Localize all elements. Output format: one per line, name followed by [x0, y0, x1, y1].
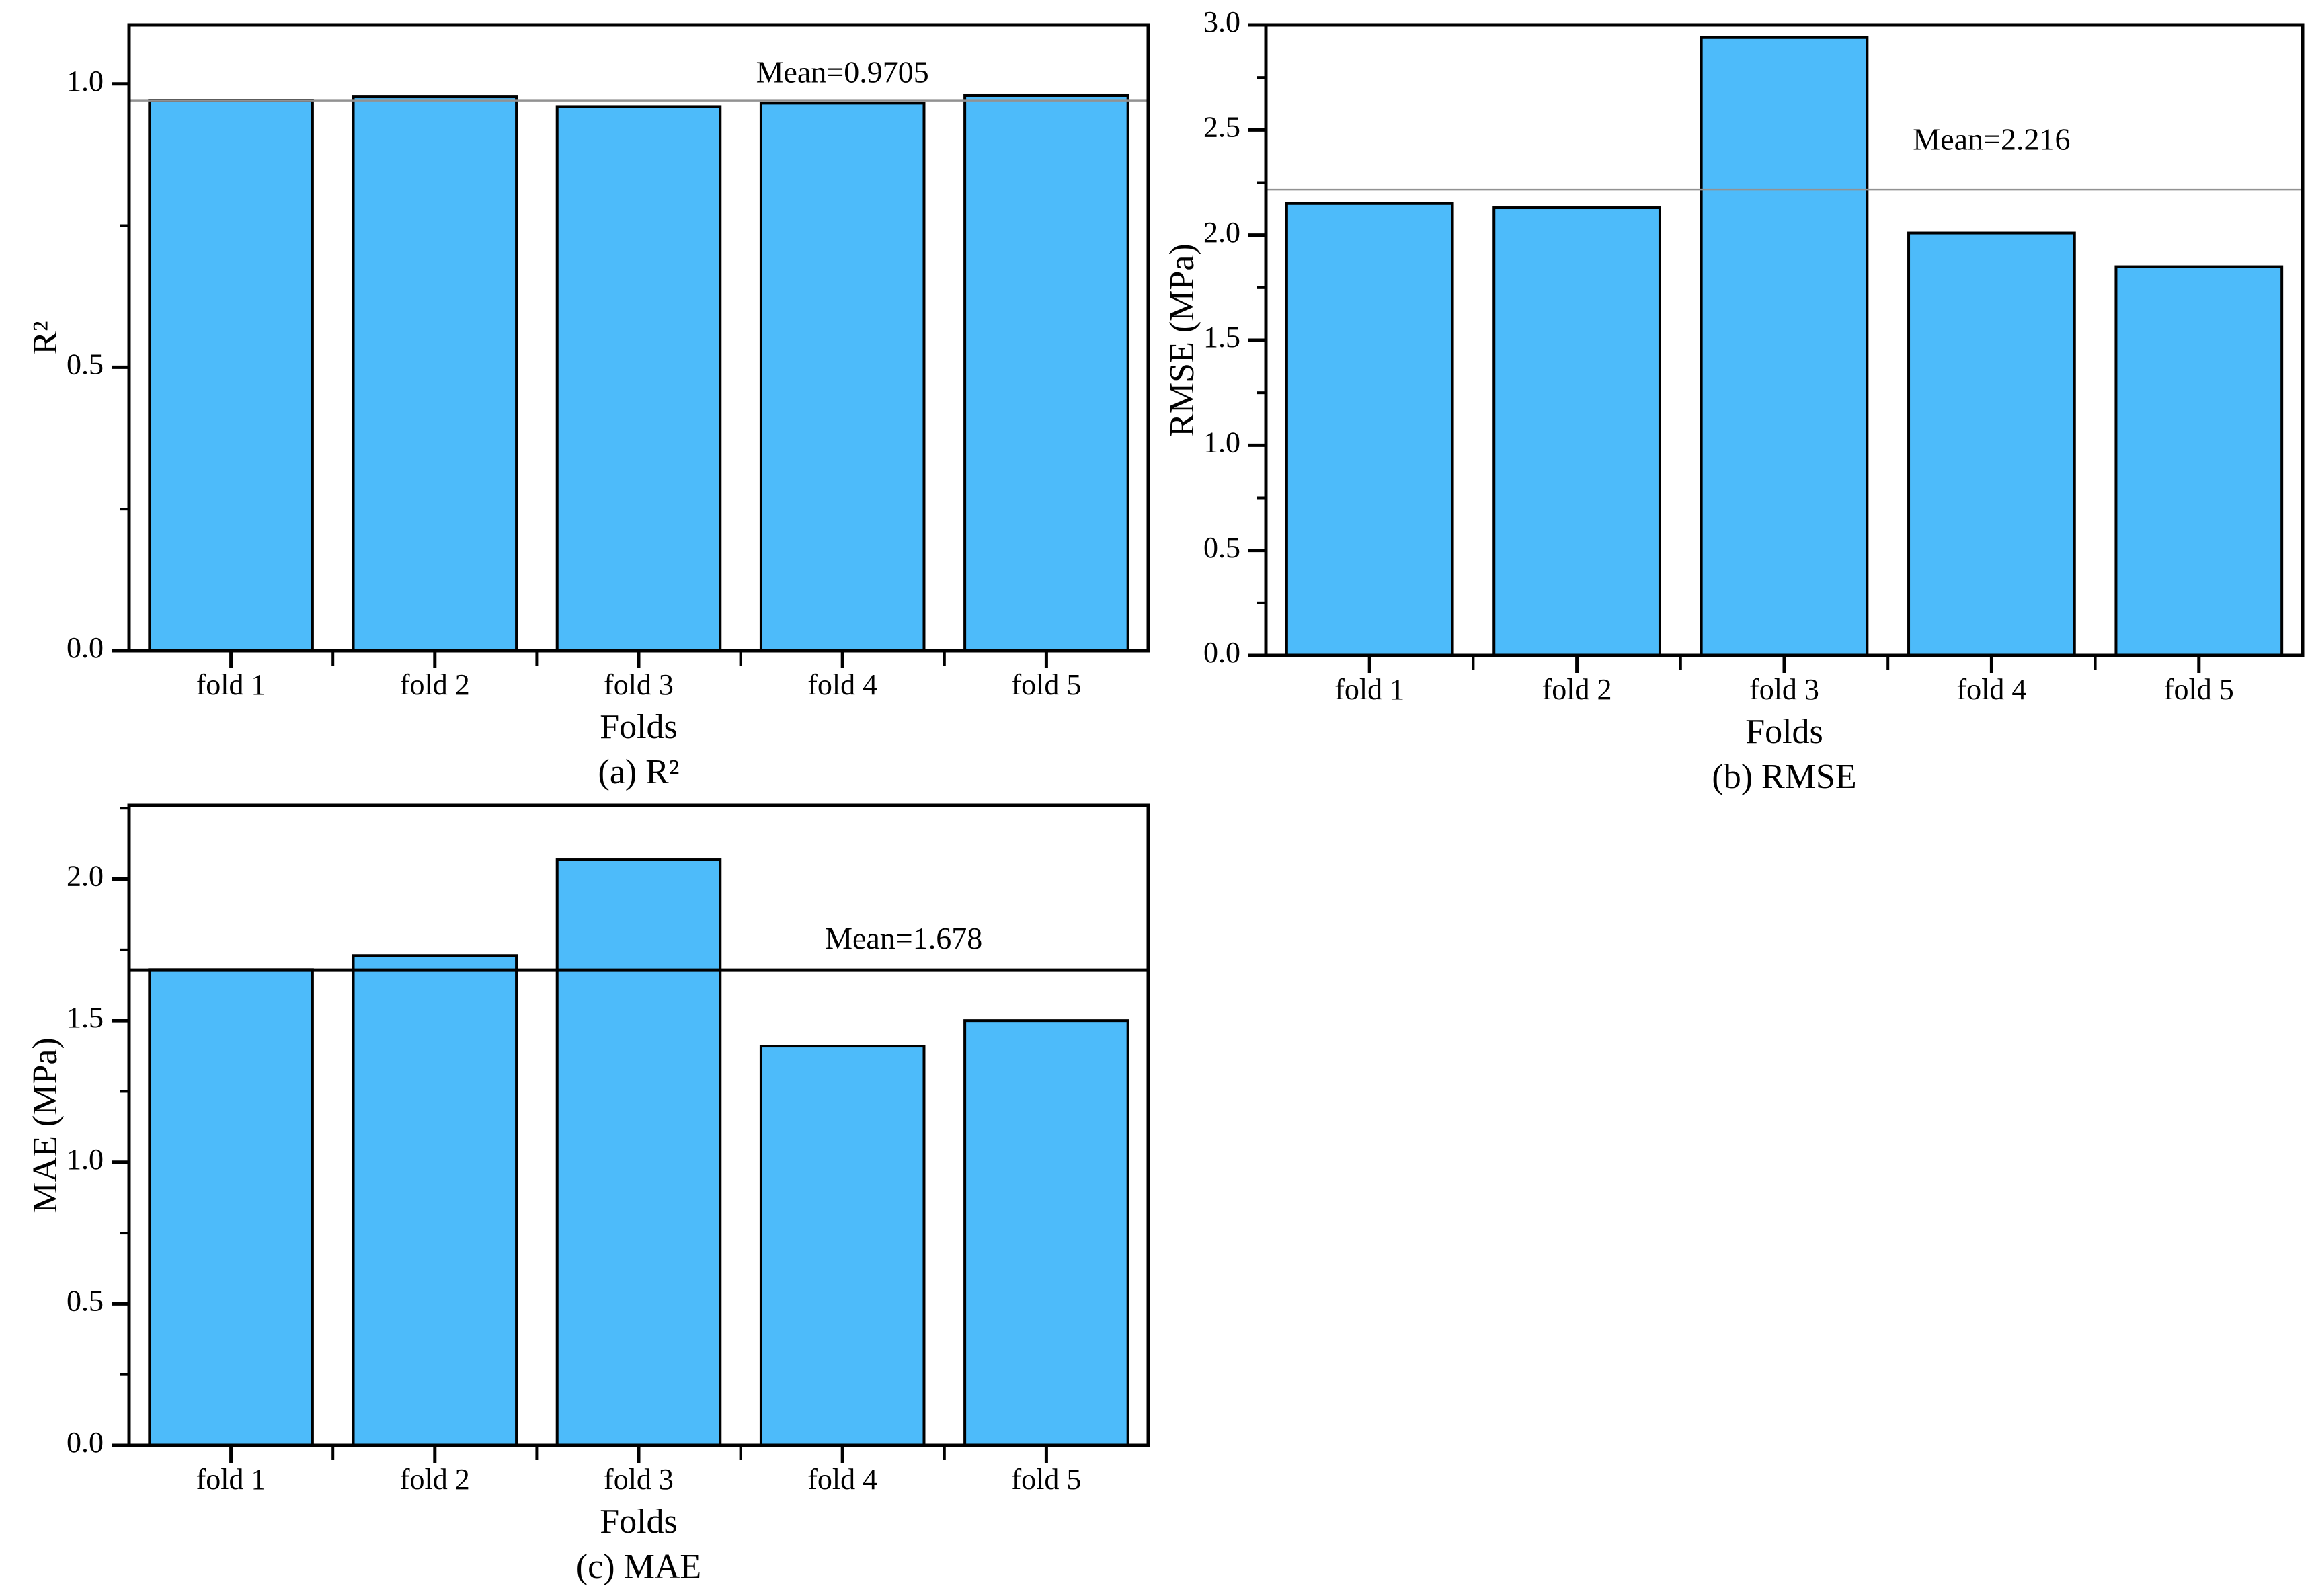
bar-fold-3: [1700, 36, 1869, 657]
x-axis-label: Folds: [600, 1503, 678, 1541]
chart-rmse: 0.0 0.5 1.0 1.5 2.0 2.5 3.0 fold 1 fold 2 fold 3 f…: [1163, 5, 2305, 796]
y-tick-label: 1.5: [67, 1001, 104, 1034]
x-axis-label: Folds: [1745, 713, 1823, 751]
y-axis-label: R²: [26, 321, 65, 354]
x-tick-label: fold 4: [807, 1463, 877, 1496]
y-tick-label: 2.0: [1203, 216, 1240, 249]
y-tick-label: 1.5: [1203, 321, 1240, 354]
y-tick-label: 0.5: [67, 1284, 104, 1317]
mean-annotation: Mean=2.216: [1913, 122, 2070, 157]
y-tick-label: 1.0: [1203, 426, 1240, 458]
chart-mae: 0.0 0.5 1.0 1.5 2.0 fold 1 fold 2 fold 3 fold 4 f…: [26, 803, 1150, 1586]
bar-fold-3: [555, 858, 722, 1447]
y-tick-label: 0.5: [1203, 531, 1240, 564]
chart-caption: (b) RMSE: [1712, 758, 1856, 796]
y-tick-label: 0.0: [67, 631, 104, 664]
x-tick-label: fold 2: [400, 668, 470, 701]
x-tick-label: fold 1: [1334, 673, 1404, 706]
y-tick-label: 0.0: [67, 1426, 104, 1459]
chart-r2: 0.0 0.5 1.0 fold 1 fold 2 fold 3 fold 4 fold 5 M…: [26, 23, 1150, 791]
bar-fold-5: [963, 93, 1129, 653]
bar-fold-2: [352, 95, 518, 652]
x-tick-label: fold 2: [1542, 673, 1612, 706]
x-tick-label: fold 4: [1956, 673, 2026, 706]
chart-caption: (c) MAE: [576, 1548, 701, 1586]
bar-fold-4: [759, 1045, 926, 1447]
bar-fold-5: [963, 1019, 1129, 1447]
x-tick-label: fold 5: [2164, 673, 2234, 706]
y-tick-label: 2.0: [67, 860, 104, 893]
bar-fold-4: [759, 102, 926, 652]
x-tick-label: fold 4: [807, 668, 877, 701]
y-tick-label: 0.5: [67, 348, 104, 381]
bar-fold-4: [1907, 231, 2076, 657]
y-axis-label: MAE (MPa): [26, 1037, 65, 1213]
bar-fold-1: [148, 968, 314, 1447]
x-tick-label: fold 3: [604, 668, 674, 701]
bar-fold-3: [555, 105, 722, 653]
x-tick-label: fold 3: [1749, 673, 1819, 706]
y-tick-label: 0.0: [1203, 636, 1240, 669]
mean-annotation: Mean=1.678: [825, 921, 982, 955]
x-tick-label: fold 1: [196, 668, 266, 701]
bar-fold-1: [148, 99, 314, 652]
y-tick-label: 1.0: [67, 65, 104, 97]
bar-fold-2: [352, 954, 518, 1447]
x-tick-label: fold 3: [604, 1463, 674, 1496]
x-tick-label: fold 5: [1011, 1463, 1081, 1496]
mean-annotation: Mean=0.9705: [756, 55, 929, 89]
x-tick-label: fold 2: [400, 1463, 470, 1496]
bar-fold-1: [1285, 202, 1454, 657]
y-tick-label: 2.5: [1203, 110, 1240, 143]
x-tick-label: fold 1: [196, 1463, 266, 1496]
x-axis-label: Folds: [600, 708, 678, 746]
bar-fold-2: [1492, 206, 1661, 657]
chart-caption: (a) R²: [598, 753, 680, 791]
bar-fold-5: [2114, 265, 2284, 657]
y-axis-label: RMSE (MPa): [1163, 243, 1201, 436]
x-tick-label: fold 5: [1011, 668, 1081, 701]
y-tick-label: 1.0: [67, 1143, 104, 1176]
y-tick-label: 3.0: [1203, 5, 1240, 38]
